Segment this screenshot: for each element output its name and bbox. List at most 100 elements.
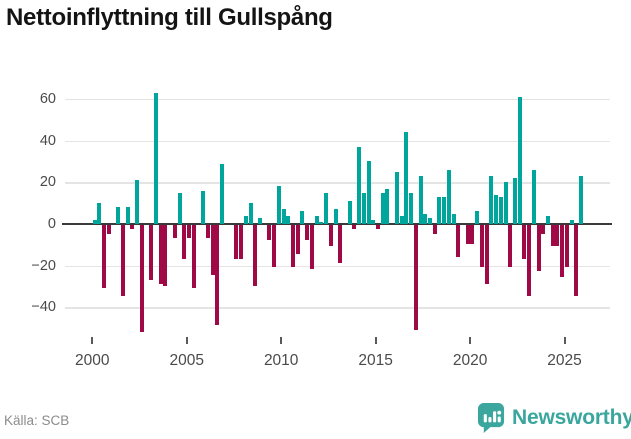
bar-2013Q4 [352, 225, 357, 230]
bar-2022Q3 [517, 96, 522, 224]
bar-2024Q2 [550, 225, 555, 247]
bar-2008Q4 [257, 217, 262, 224]
bar-2011Q2 [305, 225, 310, 240]
gridline-60 [65, 98, 610, 101]
bar-2009Q4 [276, 186, 281, 224]
bar-2019Q4 [465, 225, 470, 245]
bar-2013Q3 [347, 201, 352, 224]
bar-2007Q3 [234, 225, 239, 259]
chart-title: Nettoinflyttning till Gullspång [6, 4, 333, 31]
bar-2022Q1 [508, 225, 513, 267]
x-tick-label-2015: 2015 [358, 352, 393, 369]
bar-2012Q4 [333, 209, 338, 224]
newsworthy-wordmark: Newsworthy [512, 406, 631, 429]
bar-2009Q2 [267, 225, 272, 240]
x-tick-2015 [374, 337, 377, 344]
bar-2008Q1 [243, 215, 248, 224]
bar-2007Q4 [239, 225, 244, 259]
zero-line [62, 222, 612, 226]
bar-2020Q1 [470, 225, 475, 245]
bar-2018Q4 [446, 169, 451, 224]
bar-2018Q2 [437, 196, 442, 224]
bar-2002Q2 [135, 180, 140, 224]
gridline-40 [65, 140, 610, 142]
bar-2012Q3 [328, 225, 333, 247]
bar-2021Q4 [503, 182, 508, 224]
bar-2021Q1 [489, 176, 494, 224]
bar-2009Q3 [272, 225, 277, 267]
x-tick-2010 [280, 337, 283, 344]
bar-2025Q4 [579, 176, 584, 224]
bar-2020Q4 [484, 225, 489, 284]
bar-2006Q4 [220, 163, 225, 224]
bar-2022Q2 [512, 178, 517, 224]
bar-2018Q1 [432, 225, 437, 234]
bar-2003Q1 [149, 225, 154, 280]
x-tick-label-2000: 2000 [75, 352, 110, 369]
bar-2012Q2 [324, 192, 329, 224]
bar-2015Q1 [376, 225, 380, 230]
y-tick-label--20: −20 [31, 257, 56, 274]
newsworthy-logo: Newsworthy [477, 402, 631, 434]
bar-2002Q1 [130, 225, 135, 230]
bar-2025Q1 [564, 225, 569, 267]
x-tick-2005 [185, 337, 188, 344]
bar-2000Q4 [106, 225, 111, 234]
bar-2018Q3 [442, 196, 447, 224]
bar-2016Q2 [399, 215, 404, 224]
y-tick-label-20: 20 [39, 174, 56, 191]
bar-2016Q3 [404, 132, 409, 224]
bar-2019Q1 [451, 213, 456, 224]
bar-2023Q3 [536, 225, 541, 272]
bar-2015Q3 [385, 188, 390, 224]
x-tick-2020 [469, 337, 472, 344]
bar-2017Q3 [423, 213, 428, 224]
source-note: Källa: SCB [4, 413, 70, 428]
bar-2024Q3 [555, 225, 560, 247]
x-tick-2025 [563, 337, 566, 344]
y-tick-label-0: 0 [47, 216, 56, 232]
bar-2025Q3 [574, 225, 579, 297]
x-tick-label-2010: 2010 [263, 352, 299, 369]
bar-2014Q1 [357, 146, 362, 224]
bar-2023Q2 [531, 169, 536, 224]
bar-2001Q2 [116, 207, 121, 224]
newsworthy-badge-icon [477, 403, 505, 433]
bar-2010Q2 [286, 215, 291, 224]
bar-2011Q4 [314, 215, 319, 224]
bar-2004Q3 [177, 192, 182, 224]
bar-2017Q1 [413, 225, 418, 330]
bar-2025Q2 [569, 219, 574, 224]
bar-2014Q4 [371, 219, 376, 224]
x-tick-label-2025: 2025 [547, 352, 582, 369]
bar-2002Q3 [139, 225, 144, 332]
bar-2022Q4 [522, 225, 527, 259]
bar-2014Q2 [361, 192, 366, 224]
bar-2004Q4 [182, 225, 187, 259]
x-tick-label-2005: 2005 [169, 352, 204, 369]
bar-2010Q4 [295, 225, 300, 255]
bar-2016Q4 [409, 192, 414, 224]
bar-2021Q2 [494, 194, 499, 224]
bar-2023Q4 [541, 225, 546, 234]
bar-2024Q4 [560, 225, 565, 278]
bar-2008Q2 [248, 203, 253, 224]
bar-2024Q1 [546, 215, 551, 224]
bar-2011Q3 [309, 225, 314, 270]
bar-2008Q3 [253, 225, 258, 286]
bar-2020Q2 [475, 211, 480, 224]
bar-2004Q2 [172, 225, 177, 238]
bar-2012Q1 [319, 221, 324, 224]
bar-2010Q1 [281, 209, 286, 224]
bar-2006Q2 [210, 225, 215, 276]
y-tick-label-60: 60 [39, 90, 56, 107]
bar-2003Q2 [154, 92, 159, 224]
bar-2017Q2 [418, 176, 423, 224]
bar-2001Q3 [120, 225, 125, 297]
bar-2014Q3 [366, 161, 371, 224]
bar-2005Q1 [187, 225, 192, 238]
x-tick-label-2020: 2020 [452, 352, 488, 369]
bar-2011Q1 [300, 211, 305, 224]
bar-2010Q3 [291, 225, 295, 267]
